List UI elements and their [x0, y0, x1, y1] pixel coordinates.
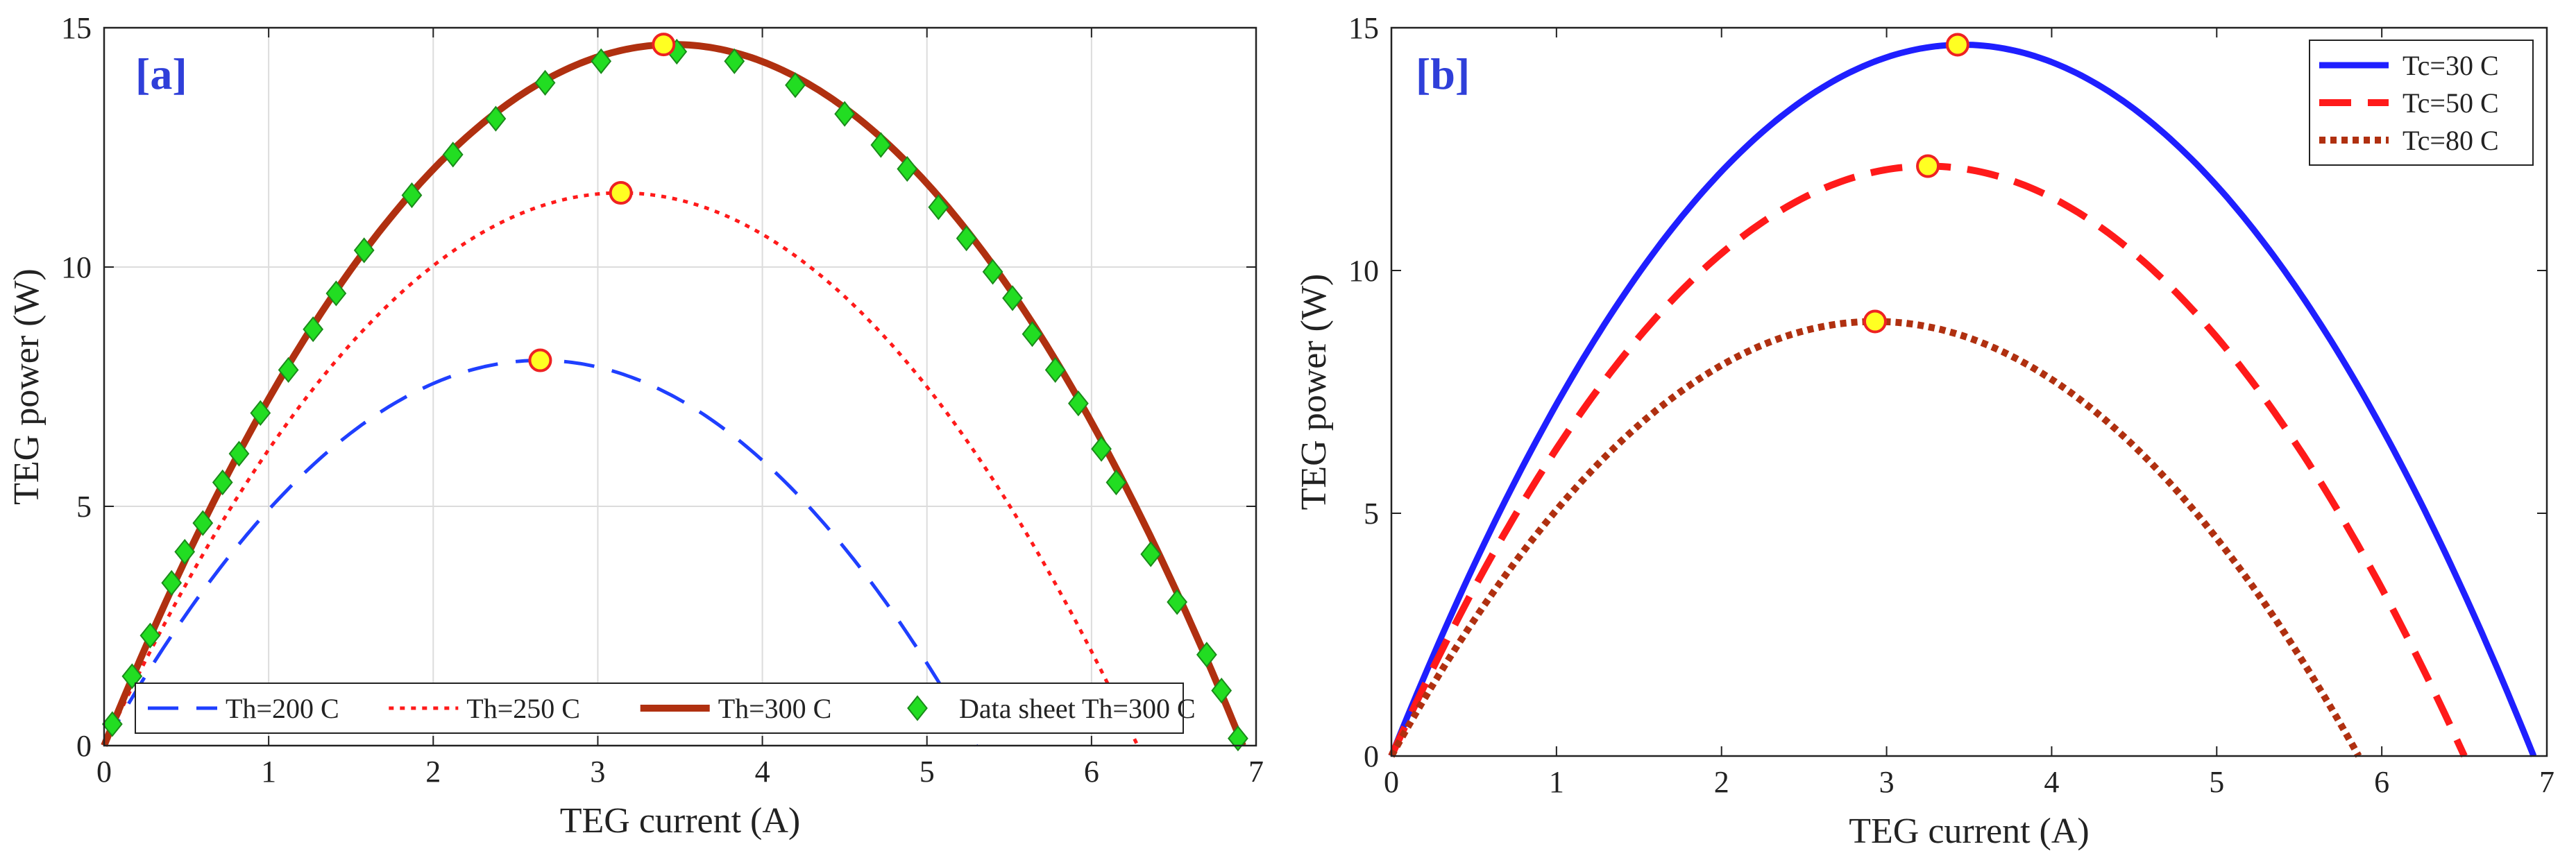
- datasheet-point: [325, 280, 347, 307]
- datasheet-point: [897, 155, 918, 182]
- datasheet-point: [1002, 285, 1023, 311]
- max-power-point: [652, 33, 676, 57]
- datasheet-point: [1022, 320, 1043, 347]
- y-tick-label: 10: [61, 250, 92, 284]
- datasheet-point: [1196, 642, 1217, 668]
- x-tick-label: 1: [1549, 765, 1564, 799]
- panel-label: [b]: [1416, 49, 1470, 98]
- datasheet-point: [1068, 390, 1089, 417]
- legend-label: Th=300 C: [718, 693, 832, 724]
- datasheet-point: [353, 237, 375, 264]
- chart-panel-a: 0 1 2 3 4 5 6 7 0 5 10 15 TEG current (A) TEG power (…: [7, 11, 1264, 841]
- datasheet-point: [121, 663, 143, 689]
- datasheet-point: [442, 141, 464, 168]
- chart-panel-b: 0 1 2 3 4 5 6 7 0 5 10 15 TEG current (A) TEG power (…: [1294, 11, 2554, 851]
- datasheet-point: [212, 469, 233, 496]
- axes-box: [103, 26, 1257, 747]
- datasheet-point: [928, 194, 949, 221]
- max-power-points: [528, 33, 676, 372]
- x-tick-label: 1: [261, 755, 276, 789]
- legend-label: Data sheet Th=300 C: [959, 693, 1196, 724]
- y-tick-label: 5: [1364, 497, 1379, 531]
- legend: Tc=30 C Tc=50 C Tc=80 C: [2309, 40, 2534, 166]
- legend-marker-diamond: [907, 695, 928, 721]
- datasheet-point: [485, 105, 507, 132]
- datasheet-point: [101, 711, 123, 737]
- x-tick-label: 7: [1248, 755, 1264, 789]
- x-tick-label: 0: [96, 755, 112, 789]
- datasheet-point: [870, 132, 892, 158]
- y-axis-label: TEG power (W): [1294, 274, 1334, 510]
- legend: Th=200 C Th=250 C Th=300 C Data sheet Th=30…: [135, 683, 1196, 734]
- y-axis-label: TEG power (W): [7, 268, 46, 505]
- datasheet-point: [982, 259, 1003, 285]
- max-power-point: [528, 348, 552, 372]
- datasheet-point: [956, 225, 977, 252]
- datasheet-point: [1044, 357, 1066, 383]
- max-power-points: [1863, 33, 1969, 334]
- x-tick-label: 3: [1879, 765, 1895, 799]
- datasheet-point: [1105, 469, 1127, 496]
- max-power-point: [609, 181, 633, 205]
- x-tick-label: 2: [425, 755, 441, 789]
- datasheet-point: [139, 622, 161, 649]
- x-tick-label: 6: [2374, 765, 2389, 799]
- x-tick-label: 7: [2539, 765, 2554, 799]
- datasheet-point: [534, 69, 556, 96]
- y-tick-label: 0: [1364, 739, 1379, 773]
- datasheet-point: [278, 357, 299, 383]
- y-tick-label: 10: [1348, 254, 1379, 288]
- x-tick-label: 4: [755, 755, 770, 789]
- x-tick-label: 5: [2209, 765, 2224, 799]
- x-axis-label: TEG current (A): [1849, 812, 2090, 851]
- y-tick-label: 15: [61, 11, 92, 45]
- datasheet-point: [1211, 678, 1232, 704]
- x-tick-label: 4: [2044, 765, 2059, 799]
- legend-label: Tc=30 C: [2403, 50, 2499, 81]
- datasheet-point: [174, 538, 196, 565]
- datasheet-point: [834, 101, 856, 127]
- max-power-point: [1916, 154, 1940, 178]
- datasheet-point: [1167, 589, 1188, 615]
- x-tick-label: 2: [1714, 765, 1729, 799]
- max-power-point: [1945, 33, 1969, 57]
- ticks: 0 1 2 3 4 5 6 7 0 5 10 15: [61, 11, 1264, 789]
- legend-label: Th=200 C: [226, 693, 339, 724]
- datasheet-point: [1091, 436, 1112, 462]
- max-power-point: [1863, 309, 1887, 334]
- datasheet-point: [192, 510, 214, 536]
- axes-box: [1390, 26, 2548, 757]
- datasheet-point: [250, 400, 271, 427]
- x-tick-label: 3: [590, 755, 605, 789]
- legend-label: Tc=50 C: [2403, 87, 2499, 119]
- datasheet-point: [785, 72, 806, 98]
- x-tick-label: 6: [1084, 755, 1099, 789]
- legend-label: Tc=80 C: [2403, 125, 2499, 156]
- datasheet-point: [401, 182, 423, 209]
- y-tick-label: 5: [76, 490, 92, 524]
- legend-label: Th=250 C: [466, 693, 580, 724]
- datasheet-point: [1140, 541, 1162, 567]
- datasheet-markers: [101, 38, 1248, 752]
- datasheet-point: [161, 569, 183, 596]
- x-axis-label: TEG current (A): [560, 801, 801, 841]
- x-tick-label: 5: [920, 755, 935, 789]
- datasheet-point: [591, 48, 612, 74]
- x-tick-label: 0: [1384, 765, 1399, 799]
- datasheet-point: [1228, 726, 1248, 752]
- datasheet-point: [228, 440, 250, 467]
- plot-area: [104, 28, 1256, 746]
- datasheet-point: [724, 48, 745, 74]
- ticks: 0 1 2 3 4 5 6 7 0 5 10 15: [1348, 11, 2554, 799]
- y-tick-label: 15: [1348, 11, 1379, 45]
- y-tick-label: 0: [76, 729, 92, 763]
- datasheet-point: [303, 316, 324, 343]
- panel-label: [a]: [135, 49, 187, 98]
